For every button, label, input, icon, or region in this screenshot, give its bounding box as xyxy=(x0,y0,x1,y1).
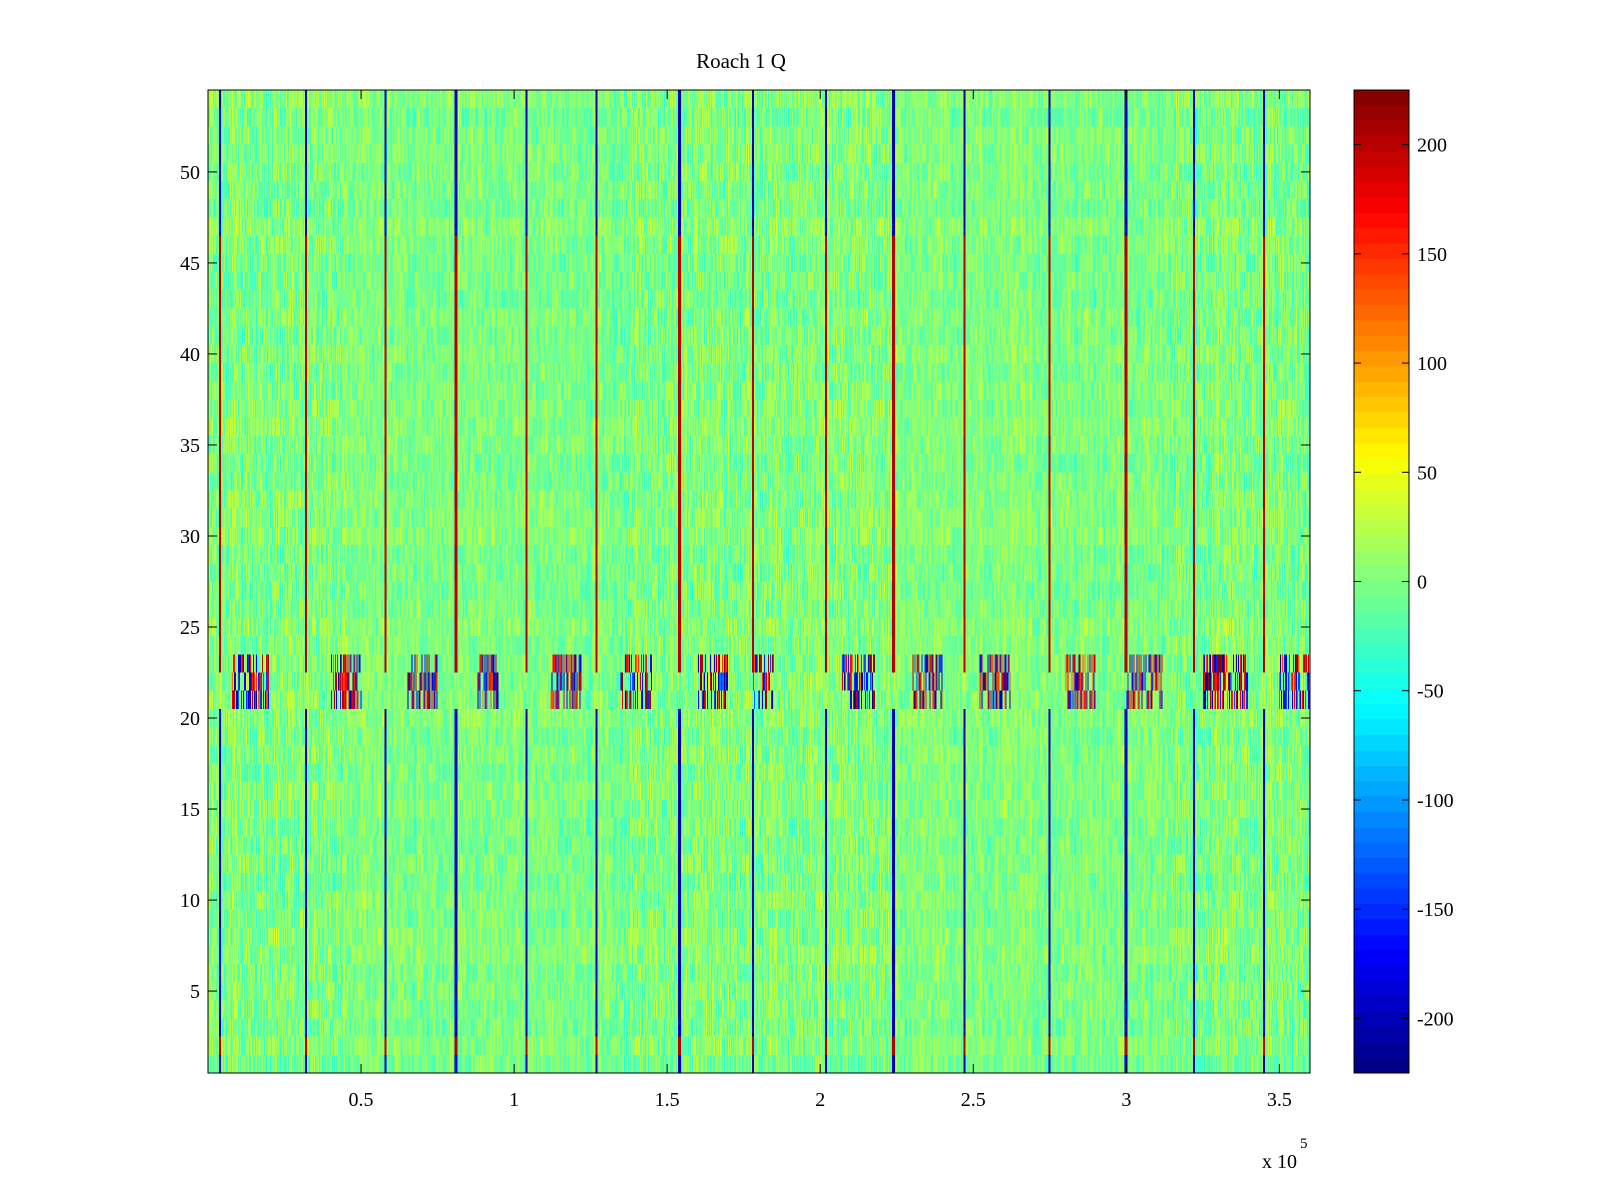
chart-title: Roach 1 Q xyxy=(696,49,786,73)
x-tick-label-4: 2.5 xyxy=(961,1089,986,1111)
colorbar-tick-label-3: 50 xyxy=(1417,462,1437,484)
y-tick-label-7: 40 xyxy=(180,344,200,366)
y-tick-label-3: 20 xyxy=(180,708,200,730)
x-axis-ticks: 0.5 1 1.5 2 2.5 3 3.5 xyxy=(349,90,1292,1111)
colorbar-tick-label-0: 200 xyxy=(1417,135,1447,157)
colorbar-tick-label-1: 150 xyxy=(1417,244,1447,266)
y-tick-label-6: 35 xyxy=(180,435,200,457)
y-tick-label-2: 15 xyxy=(180,799,200,821)
colorbar-tick-label-2: 100 xyxy=(1417,353,1447,375)
colorbar-tick-label-4: 0 xyxy=(1417,572,1427,594)
colorbar-gradient xyxy=(1354,90,1409,1073)
x-tick-label-0: 0.5 xyxy=(349,1089,374,1111)
y-tick-label-9: 50 xyxy=(180,162,200,184)
y-tick-label-4: 25 xyxy=(180,617,200,639)
y-tick-label-0: 5 xyxy=(190,981,200,1003)
x-tick-label-2: 1.5 xyxy=(655,1089,680,1111)
x-tick-label-6: 3.5 xyxy=(1267,1089,1292,1111)
x-tick-label-5: 3 xyxy=(1121,1089,1131,1111)
colorbar-tick-label-8: -200 xyxy=(1417,1008,1454,1030)
y-tick-label-8: 45 xyxy=(180,253,200,275)
y-axis-ticks: 5 10 15 20 25 30 35 40 45 50 xyxy=(180,162,1310,1003)
x-exponent-power: 5 xyxy=(1300,1136,1308,1152)
x-tick-label-1: 1 xyxy=(509,1089,519,1111)
y-tick-label-1: 10 xyxy=(180,890,200,912)
colorbar-tick-label-5: -50 xyxy=(1417,681,1444,703)
heatmap-image xyxy=(208,90,1310,1073)
colorbar-ticks: 200 150 100 50 0 -50 -100 -150 -200 xyxy=(1354,135,1454,1030)
colorbar-tick-label-6: -100 xyxy=(1417,790,1454,812)
heatmap-plot-area: 0.5 1 1.5 2 2.5 3 3.5 5 10 15 20 25 30 35 40 45 50 x 10… xyxy=(180,89,1311,1173)
x-exponent-base: x 10 xyxy=(1262,1151,1297,1173)
y-tick-label-5: 30 xyxy=(180,526,200,548)
x-tick-label-3: 2 xyxy=(815,1089,825,1111)
colorbar-tick-label-7: -150 xyxy=(1417,899,1454,921)
colorbar: 200 150 100 50 0 -50 -100 -150 -200 xyxy=(1353,89,1454,1074)
plot-frame xyxy=(207,89,1311,1074)
